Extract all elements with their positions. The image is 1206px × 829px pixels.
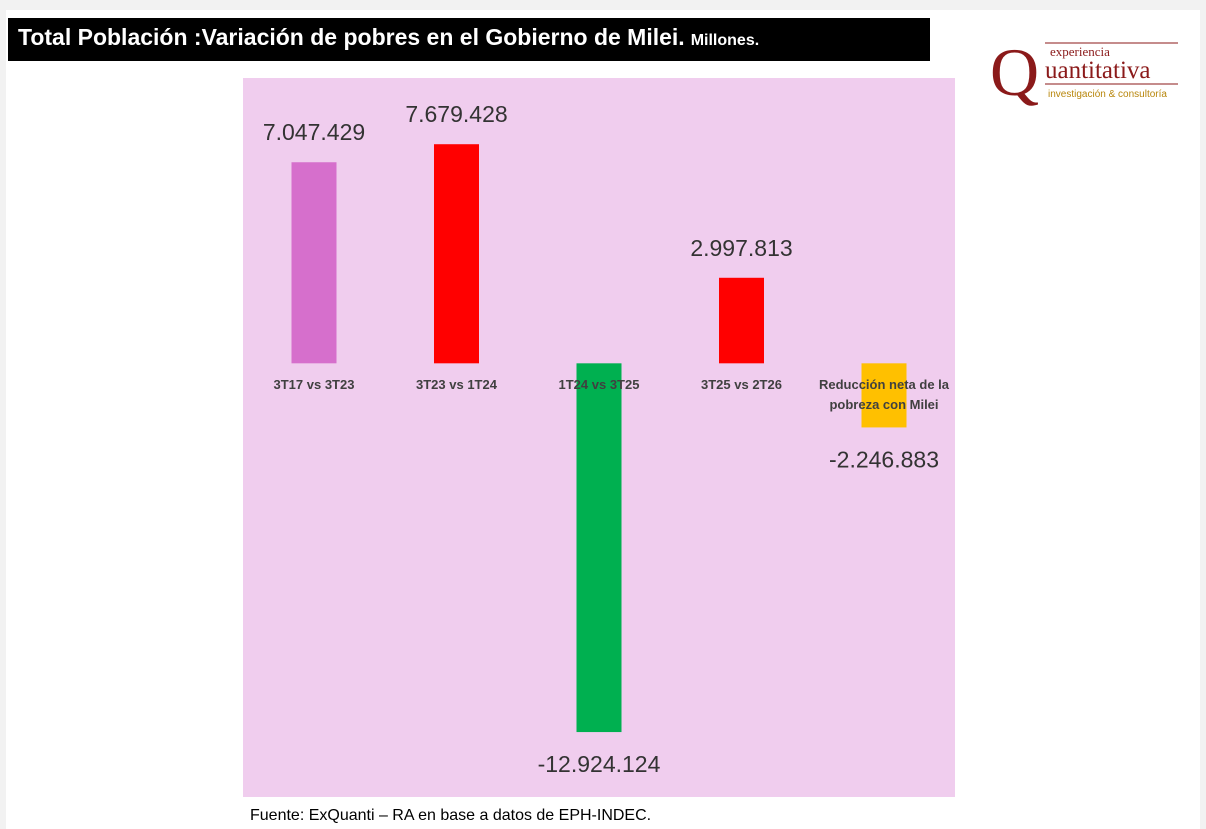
value-label: 7.679.428 <box>405 101 507 127</box>
x-label-box: 3T17 vs 3T23 <box>273 377 355 393</box>
value-label: -2.246.883 <box>829 446 939 472</box>
bar <box>719 277 764 364</box>
value-label: 2.997.813 <box>690 235 792 261</box>
title-box <box>8 18 930 61</box>
x-label-box: 1T24 vs 3T25 <box>558 377 640 393</box>
bar <box>434 144 479 364</box>
chart-title: Total Población :Variación de pobres en … <box>18 24 759 50</box>
x-tick-label: 1T24 vs 3T25 <box>558 377 640 393</box>
source: Fuente: ExQuanti – RA en base a datos de… <box>250 807 651 824</box>
value-label: 7.047.429 <box>263 119 365 145</box>
title-text: Total Población :Variación de pobres en … <box>18 24 685 50</box>
value-label: -12.924.124 <box>538 751 661 777</box>
x-tick-label: Reducción neta de la pobreza con Milei <box>818 377 950 413</box>
x-label-box: Reducción neta de la pobreza con Milei <box>818 377 950 413</box>
unit: Millones. <box>691 32 759 49</box>
x-label-box: 3T25 vs 2T26 <box>701 377 782 393</box>
logo-top: experiencia <box>1050 44 1110 59</box>
bar <box>861 363 907 428</box>
x-tick-label: 3T25 vs 2T26 <box>701 377 782 393</box>
logo-tagline: investigación & consultoría <box>1048 89 1167 100</box>
bar <box>576 363 622 733</box>
x-tick-label: 3T23 vs 1T24 <box>416 377 497 393</box>
x-tick-label: 3T17 vs 3T23 <box>273 377 355 393</box>
logo-letter: Q <box>990 34 1039 110</box>
x-label-box: 3T23 vs 1T24 <box>416 377 497 393</box>
bar <box>291 162 337 364</box>
logo-name: uantitativa <box>1045 57 1151 84</box>
